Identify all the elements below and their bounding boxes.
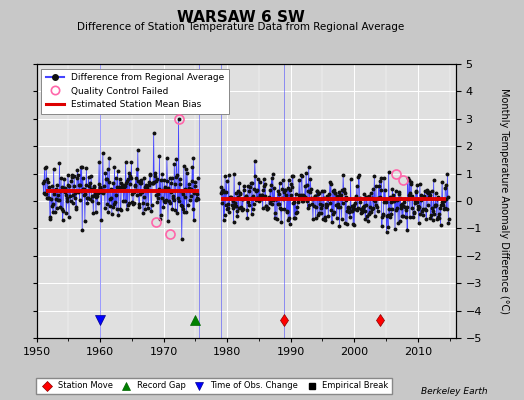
Y-axis label: Monthly Temperature Anomaly Difference (°C): Monthly Temperature Anomaly Difference (…: [499, 88, 509, 314]
Legend: Difference from Regional Average, Quality Control Failed, Estimated Station Mean: Difference from Regional Average, Qualit…: [41, 68, 229, 114]
Legend: Station Move, Record Gap, Time of Obs. Change, Empirical Break: Station Move, Record Gap, Time of Obs. C…: [36, 378, 392, 394]
Text: Berkeley Earth: Berkeley Earth: [421, 387, 487, 396]
Text: WARSAW 6 SW: WARSAW 6 SW: [177, 10, 305, 25]
Text: Difference of Station Temperature Data from Regional Average: Difference of Station Temperature Data f…: [78, 22, 405, 32]
